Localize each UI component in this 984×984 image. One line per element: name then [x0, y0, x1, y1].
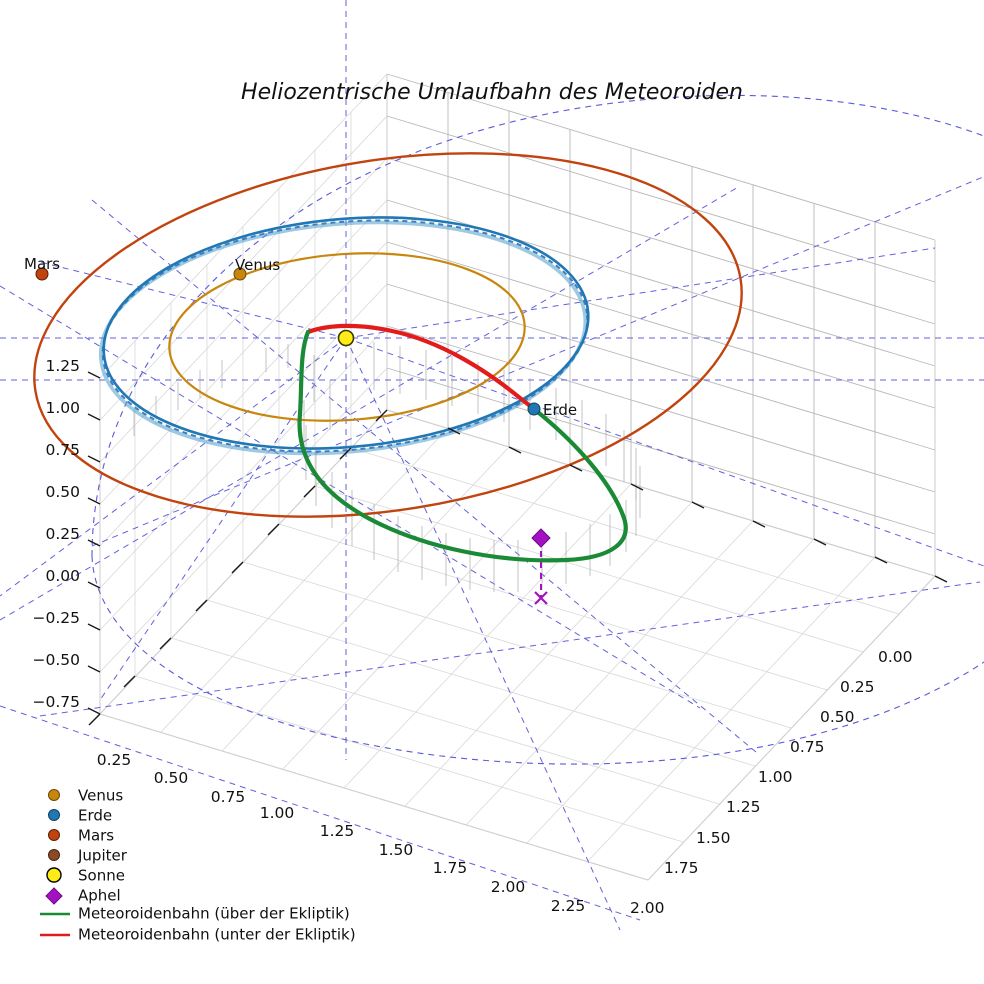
legend-item-jupiter[interactable]: Jupiter — [48, 847, 128, 865]
meteoroid-orbit-below-ecliptic — [305, 323, 537, 412]
orbit-venus — [168, 252, 526, 422]
svg-text:1.00: 1.00 — [758, 768, 793, 786]
svg-text:1.75: 1.75 — [664, 859, 699, 877]
legend-label-sonne: Sonne — [78, 867, 125, 885]
marker-venus[interactable] — [233, 267, 247, 281]
svg-text:2.00: 2.00 — [630, 899, 665, 917]
label-mars: Mars — [24, 255, 60, 273]
svg-text:1.50: 1.50 — [696, 829, 731, 847]
label-erde: Erde — [543, 401, 577, 419]
right-wall-grid — [386, 73, 936, 577]
legend-item-sonne[interactable]: Sonne — [46, 867, 125, 885]
svg-text:1.25: 1.25 — [45, 357, 80, 375]
left-wall-grid — [99, 73, 388, 715]
svg-text:1.25: 1.25 — [320, 822, 355, 840]
axes-panes — [98, 73, 937, 881]
svg-text:0.25: 0.25 — [840, 678, 875, 696]
svg-text:1.00: 1.00 — [260, 804, 295, 822]
aphel-projection-x-icon — [534, 591, 548, 605]
floor-pane-grid — [99, 409, 936, 881]
legend-label-mars: Mars — [78, 827, 114, 845]
page-title: Heliozentrische Umlaufbahn des Meteoroid… — [241, 80, 743, 105]
jupiter-orbit — [91, 94, 984, 765]
body-markers: Mars Venus Erde — [24, 255, 577, 419]
legend-item-mars[interactable]: Mars — [48, 827, 115, 845]
aphel-marker-group — [531, 528, 551, 605]
legend-label-jupiter: Jupiter — [77, 847, 128, 865]
legend-item-erde[interactable]: Erde — [48, 807, 113, 825]
svg-text:0.75: 0.75 — [790, 738, 825, 756]
svg-text:−0.50: −0.50 — [33, 651, 81, 669]
svg-text:0.00: 0.00 — [45, 567, 80, 585]
axes-box-edges — [98, 74, 937, 881]
legend-marker-sonne-icon — [46, 867, 62, 883]
legend-item-meteoroid-above[interactable]: Meteoroidenbahn (über der Ekliptik) — [40, 905, 350, 923]
svg-text:0.75: 0.75 — [211, 788, 246, 806]
y-axis-tick-labels: 0.00 0.25 0.50 0.75 1.00 1.25 1.50 1.75 … — [630, 648, 913, 917]
legend-marker-erde-icon — [48, 809, 60, 821]
aphel-diamond-icon — [531, 528, 551, 548]
legend-marker-jupiter-icon — [48, 849, 60, 861]
meteoroid-orbit-above-ecliptic — [297, 329, 628, 563]
svg-text:0.50: 0.50 — [45, 483, 80, 501]
z-axis-tick-labels: 1.25 1.00 0.75 0.50 0.25 0.00 −0.25 −0.5… — [33, 357, 81, 711]
svg-text:0.75: 0.75 — [45, 441, 80, 459]
legend-label-meteoroid-below: Meteoroidenbahn (unter der Ekliptik) — [78, 926, 356, 944]
orbit-mars — [33, 152, 743, 518]
svg-text:0.50: 0.50 — [820, 708, 855, 726]
svg-text:1.25: 1.25 — [726, 798, 761, 816]
svg-text:−0.25: −0.25 — [33, 609, 81, 627]
svg-text:1.75: 1.75 — [433, 859, 468, 877]
svg-text:2.25: 2.25 — [551, 897, 586, 915]
legend-label-meteoroid-above: Meteoroidenbahn (über der Ekliptik) — [78, 905, 350, 923]
legend-marker-venus-icon — [48, 789, 60, 801]
legend-item-meteoroid-below[interactable]: Meteoroidenbahn (unter der Ekliptik) — [40, 926, 356, 944]
svg-text:2.00: 2.00 — [491, 878, 526, 896]
legend-item-aphel[interactable]: Aphel — [45, 887, 121, 905]
orbit-erde — [98, 216, 590, 456]
legend-marker-aphel-icon — [45, 887, 63, 905]
legend-label-aphel: Aphel — [78, 887, 121, 905]
x-axis-tick-labels: 0.25 0.50 0.75 1.00 1.25 1.50 1.75 2.00 … — [97, 751, 586, 915]
marker-sonne[interactable] — [337, 329, 355, 347]
tick-marks — [87, 371, 948, 726]
svg-text:0.50: 0.50 — [154, 769, 189, 787]
svg-text:0.25: 0.25 — [45, 525, 80, 543]
svg-text:0.25: 0.25 — [97, 751, 132, 769]
svg-text:0.00: 0.00 — [878, 648, 913, 666]
svg-text:1.50: 1.50 — [379, 841, 414, 859]
legend-label-erde: Erde — [78, 807, 112, 825]
svg-text:−0.75: −0.75 — [33, 693, 81, 711]
label-venus: Venus — [235, 256, 280, 274]
legend-item-venus[interactable]: Venus — [48, 787, 124, 805]
legend-label-venus: Venus — [78, 787, 123, 805]
marker-mars[interactable] — [35, 267, 49, 281]
marker-erde[interactable] — [527, 402, 541, 416]
legend-marker-mars-icon — [48, 829, 60, 841]
svg-text:1.00: 1.00 — [45, 399, 80, 417]
legend: Venus Erde Mars Jupiter Sonne — [40, 787, 356, 944]
